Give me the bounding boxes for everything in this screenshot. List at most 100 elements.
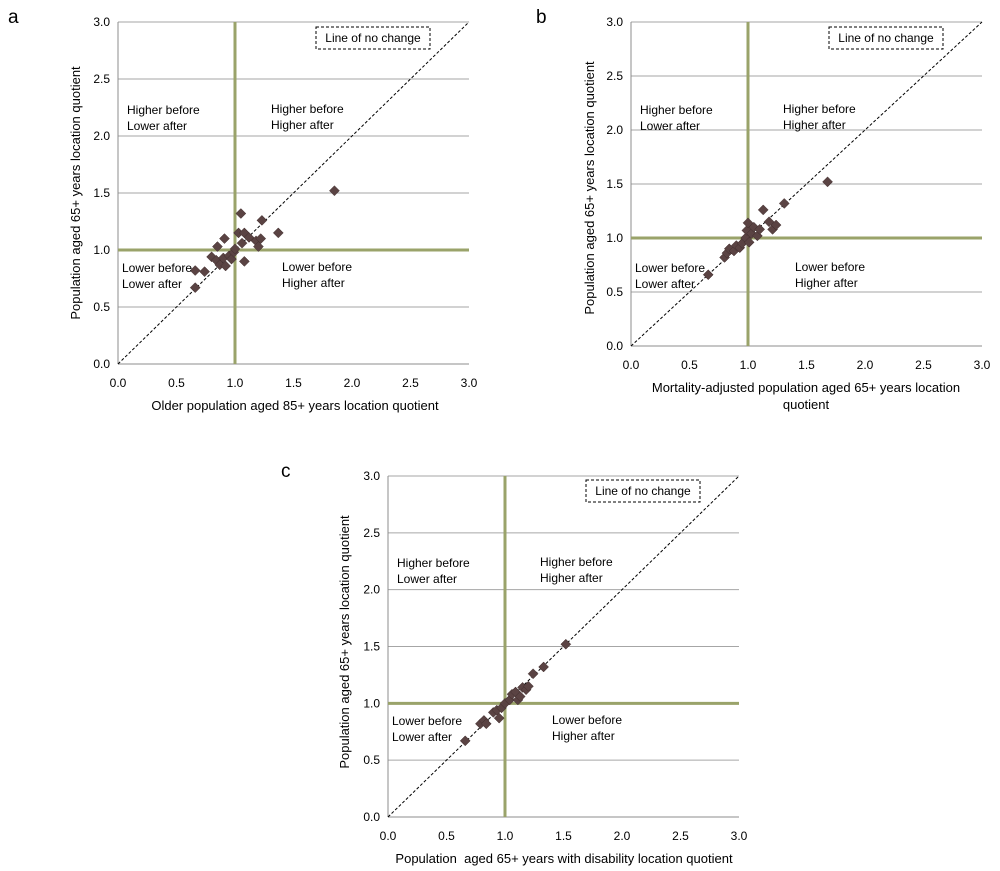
x-tick-labels: 0.0 0.5 1.0 1.5 2.0 2.5 3.0 [623, 358, 991, 372]
data-point [560, 638, 572, 650]
y-tick-label: 0.5 [93, 300, 110, 314]
x-axis-label-line2: quotient [783, 397, 830, 412]
y-tick-label: 0.5 [363, 753, 380, 767]
quadrant-label-bottom-right-line2: Higher after [282, 276, 345, 290]
data-point [212, 241, 223, 252]
data-points [702, 176, 833, 281]
data-point [743, 236, 755, 248]
y-tick-label: 3.0 [606, 15, 623, 29]
x-tick-label: 3.0 [974, 358, 991, 372]
x-tick-label: 0.5 [681, 358, 698, 372]
y-tick-label: 2.5 [606, 69, 623, 83]
quadrant-label-top-right-line1: Higher before [783, 102, 856, 116]
panel-c: c 0.0 0.5 1.0 1.5 2.0 2.5 3.0 0.0 0.5 1.0 1.5 2.0 2… [281, 461, 748, 866]
quadrant-label-bottom-right-line2: Higher after [795, 276, 858, 290]
y-tick-labels: 0.0 0.5 1.0 1.5 2.0 2.5 3.0 [363, 469, 380, 824]
data-point [235, 208, 247, 219]
x-tick-label: 3.0 [461, 376, 478, 390]
diagonal-line [387, 475, 740, 818]
panel-a: a 0.0 0.5 1.0 1.5 2.0 2.5 3.0 0.0 0.5 1.0 1.5 2.0 2… [8, 7, 478, 413]
legend-box [585, 479, 701, 503]
data-point [253, 241, 264, 252]
x-tick-label: 1.0 [740, 358, 757, 372]
panel-b: b 0.0 0.5 1.0 1.5 2.0 2.5 3.0 0.0 0.5 1.0 1.5 2.0 2… [536, 7, 991, 412]
legend-label: Line of no change [325, 31, 421, 45]
x-axis-label: Population aged 65+ years with disabilit… [395, 851, 733, 866]
x-tick-label: 2.5 [402, 376, 419, 390]
legend: Line of no change [828, 26, 944, 50]
data-point [220, 260, 231, 272]
data-point [822, 176, 833, 188]
y-axis-label: Population aged 65+ years location quoti… [68, 66, 83, 320]
y-tick-label: 2.0 [606, 123, 623, 137]
quadrant-label-bottom-left-line2: Lower after [635, 277, 695, 291]
quadrant-label-top-right-line2: Higher after [271, 118, 334, 132]
panel-letter: a [8, 7, 19, 28]
reference-lines [388, 476, 739, 817]
data-point [236, 237, 248, 249]
x-tick-label: 1.5 [555, 829, 572, 843]
legend-label: Line of no change [838, 31, 934, 45]
quadrant-label-bottom-right-line1: Lower before [282, 260, 352, 274]
data-point [493, 712, 505, 724]
reference-lines [118, 22, 469, 364]
panel-letter: b [536, 7, 547, 28]
quadrant-label-top-left-line1: Higher before [127, 103, 200, 117]
x-tick-label: 2.5 [672, 829, 689, 843]
x-tick-label: 2.0 [614, 829, 631, 843]
quadrant-label-top-left-line2: Lower after [397, 572, 457, 586]
data-point [514, 691, 526, 702]
data-point [459, 735, 471, 747]
x-tick-label: 2.0 [857, 358, 874, 372]
line-of-no-change [387, 475, 740, 818]
quadrant-label-top-left-line1: Higher before [640, 103, 713, 117]
data-point [702, 269, 714, 281]
y-tick-label: 0.0 [93, 357, 110, 371]
y-tick-label: 1.0 [363, 696, 380, 710]
y-tick-label: 0.0 [363, 810, 380, 824]
x-tick-label: 2.0 [344, 376, 361, 390]
data-point [256, 215, 268, 226]
x-axis-label-line1: Mortality-adjusted population aged 65+ y… [652, 380, 960, 395]
quadrant-label-bottom-right-line2: Higher after [552, 729, 615, 743]
reference-lines [631, 22, 982, 346]
quadrant-labels: Higher before Lower after Higher before … [635, 102, 865, 291]
quadrant-label-top-left-line1: Higher before [397, 556, 470, 570]
y-axis-label: Population aged 65+ years location quoti… [337, 515, 352, 769]
data-point [527, 668, 539, 680]
legend-box [828, 26, 944, 50]
quadrant-label-top-right-line2: Higher after [540, 571, 603, 585]
legend-label: Line of no change [595, 484, 691, 498]
y-tick-label: 1.5 [606, 177, 623, 191]
data-point [255, 233, 267, 244]
legend: Line of no change [585, 479, 701, 503]
y-tick-label: 2.5 [93, 72, 110, 86]
panel-letter: c [281, 461, 291, 482]
data-points [189, 185, 340, 293]
data-point [243, 232, 255, 243]
quadrant-label-bottom-left-line1: Lower before [635, 261, 705, 275]
y-tick-label: 3.0 [363, 469, 380, 483]
y-tick-label: 1.0 [606, 231, 623, 245]
data-point [757, 204, 769, 216]
data-point [770, 219, 782, 231]
quadrant-label-bottom-right-line1: Lower before [795, 260, 865, 274]
x-tick-label: 0.5 [168, 376, 185, 390]
legend-box [315, 26, 431, 50]
data-point [229, 243, 241, 255]
legend: Line of no change [315, 26, 431, 50]
data-point [219, 233, 230, 244]
quadrant-label-bottom-left-line2: Lower after [392, 730, 452, 744]
y-tick-label: 2.0 [363, 583, 380, 597]
quadrant-labels: Higher before Lower after Higher before … [122, 102, 352, 291]
y-tick-label: 3.0 [93, 15, 110, 29]
quadrant-label-bottom-left-line1: Lower before [392, 714, 462, 728]
y-tick-label: 0.0 [606, 339, 623, 353]
quadrant-label-top-left-line2: Lower after [640, 119, 700, 133]
data-point [778, 198, 790, 209]
quadrant-labels: Higher before Lower after Higher before … [392, 555, 622, 744]
y-tick-labels: 0.0 0.5 1.0 1.5 2.0 2.5 3.0 [93, 15, 110, 371]
x-tick-label: 0.5 [438, 829, 455, 843]
x-tick-label: 1.0 [227, 376, 244, 390]
quadrant-label-top-left-line2: Lower after [127, 119, 187, 133]
